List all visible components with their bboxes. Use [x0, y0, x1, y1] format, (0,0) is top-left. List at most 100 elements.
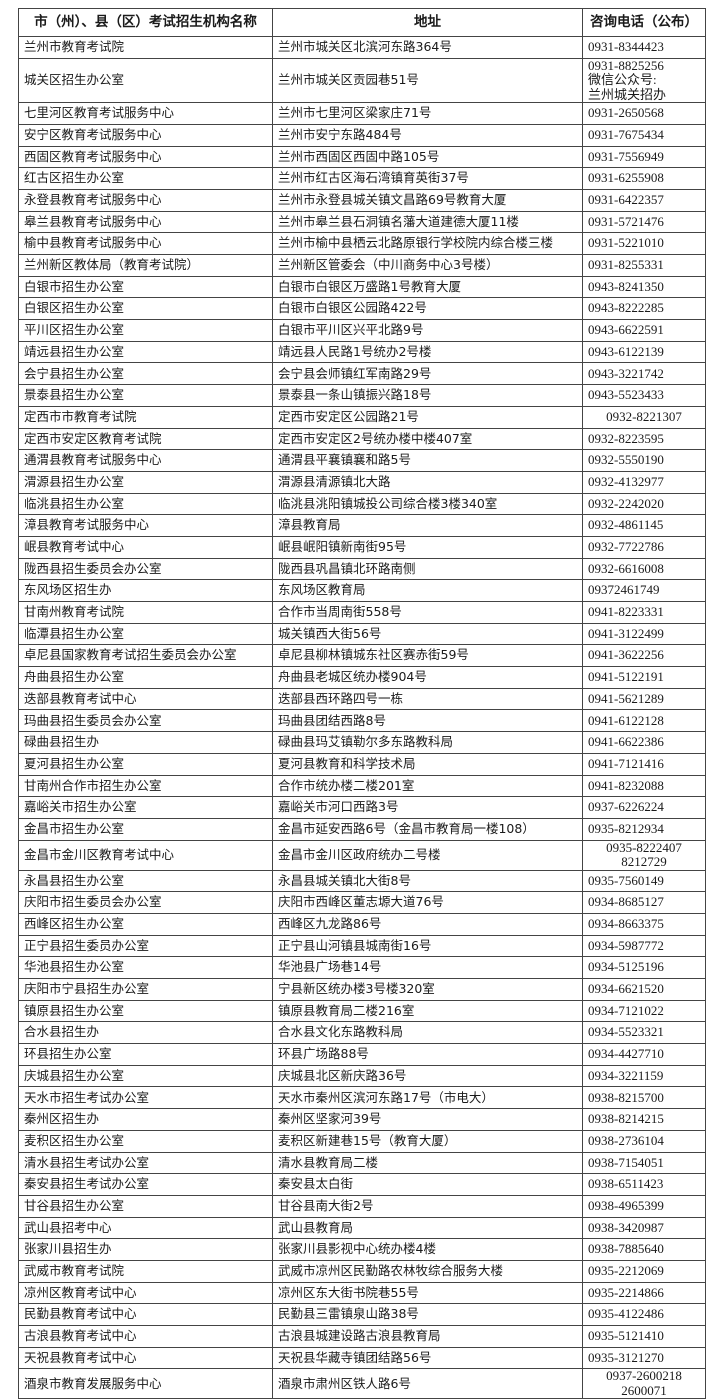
table-row: 白银区招生办公室 白银市白银区公园路422号 0943-8222285 [18, 297, 706, 321]
table-row: 东风场区招生办 东风场区教育局 09372461749 [18, 579, 706, 602]
phone-cell: 0943-6122139 [582, 340, 706, 364]
address-cell: 通渭县平襄镇襄和路5号 [272, 449, 583, 472]
table-row: 正宁县招生委员办公室 正宁县山河镇县城南街16号 0934-5987772 [18, 934, 706, 958]
institution-name-cell: 安宁区教育考试服务中心 [18, 123, 273, 147]
phone-cell: 0935-2214866 [582, 1281, 706, 1305]
institution-name-cell: 永昌县招生办公室 [18, 869, 273, 893]
phone-cell: 0934-4427710 [582, 1043, 706, 1066]
institution-name-cell: 镇原县招生办公室 [18, 999, 273, 1023]
table-row: 武山县招考中心 武山县教育局 0938-3420987 [18, 1216, 706, 1240]
phone-cell: 0935-8222407 8212729 [582, 839, 706, 871]
table-row: 西固区教育考试服务中心 兰州市西固区西固中路105号 0931-7556949 [18, 145, 706, 169]
table-row: 天水市招生考试办公室 天水市秦州区滨河东路17号（市电大） 0938-8215700 [18, 1086, 706, 1110]
table-row: 镇原县招生办公室 镇原县教育局二楼216室 0934-7121022 [18, 999, 706, 1023]
address-cell: 陇西县巩昌镇北环路南侧 [272, 557, 583, 581]
phone-cell: 0932-8221307 [582, 405, 706, 429]
institution-name-cell: 武威市教育考试院 [18, 1259, 273, 1283]
institution-name-cell: 西固区教育考试服务中心 [18, 145, 273, 169]
phone-cell: 0932-6616008 [582, 557, 706, 581]
address-cell: 环县广场路88号 [272, 1043, 583, 1066]
address-cell: 岷县岷阳镇新南街95号 [272, 535, 583, 559]
institution-name-cell: 甘谷县招生办公室 [18, 1194, 273, 1218]
address-cell: 正宁县山河镇县城南街16号 [272, 934, 583, 958]
institution-name-cell: 永登县教育考试服务中心 [18, 188, 273, 212]
address-cell: 西峰区九龙路86号 [272, 912, 583, 936]
institution-name-cell: 酒泉市教育发展服务中心 [18, 1368, 273, 1399]
institution-name-cell: 卓尼县国家教育考试招生委员会办公室 [18, 644, 273, 668]
institution-name-cell: 华池县招生办公室 [18, 956, 273, 979]
table-row: 靖远县招生办公室 靖远县人民路1号统办2号楼 0943-6122139 [18, 340, 706, 364]
address-cell: 碌曲县玛艾镇勒尔多东路教科局 [272, 731, 583, 754]
address-cell: 兰州市红古区海石湾镇育英街37号 [272, 167, 583, 190]
table-row: 碌曲县招生办 碌曲县玛艾镇勒尔多东路教科局 0941-6622386 [18, 731, 706, 754]
institution-name-cell: 白银市招生办公室 [18, 275, 273, 299]
header-address: 地址 [272, 8, 583, 37]
address-cell: 古浪县城建设路古浪县教育局 [272, 1325, 583, 1348]
table-row: 庆阳市招生委员会办公室 庆阳市西峰区董志塬大道76号 0934-8685127 [18, 891, 706, 914]
phone-cell: 0941-8223331 [582, 601, 706, 624]
table-row: 玛曲县招生委员会办公室 玛曲县团结西路8号 0941-6122128 [18, 709, 706, 733]
address-cell: 兰州市城关区北滨河东路364号 [272, 36, 583, 59]
exam-office-contact-table: 市（州）、县（区）考试招生机构名称 地址 咨询电话（公布） 兰州市教育考试院 兰州… [18, 8, 706, 1399]
phone-cell: 0932-8223595 [582, 427, 706, 451]
institution-name-cell: 古浪县教育考试中心 [18, 1325, 273, 1348]
address-cell: 兰州市城关区贡园巷51号 [272, 57, 583, 104]
phone-cell: 09372461749 [582, 579, 706, 602]
institution-name-cell: 陇西县招生委员会办公室 [18, 557, 273, 581]
table-row: 安宁区教育考试服务中心 兰州市安宁东路484号 0931-7675434 [18, 123, 706, 147]
table-row: 庆阳市宁县招生办公室 宁县新区统办楼3号楼320室 0934-6621520 [18, 978, 706, 1001]
table-row: 平川区招生办公室 白银市平川区兴平北路9号 0943-6622591 [18, 319, 706, 342]
address-cell: 靖远县人民路1号统办2号楼 [272, 340, 583, 364]
address-cell: 永昌县城关镇北大街8号 [272, 869, 583, 893]
table-row: 凉州区教育考试中心 凉州区东大街书院巷55号 0935-2214866 [18, 1281, 706, 1305]
address-cell: 嘉峪关市河口西路3号 [272, 796, 583, 819]
institution-name-cell: 会宁县招生办公室 [18, 362, 273, 386]
table-header-row: 市（州）、县（区）考试招生机构名称 地址 咨询电话（公布） [18, 8, 706, 37]
phone-cell: 0938-4965399 [582, 1194, 706, 1218]
table-row: 甘南州教育考试院 合作市当周南街558号 0941-8223331 [18, 601, 706, 624]
table-row: 红古区招生办公室 兰州市红古区海石湾镇育英街37号 0931-6255908 [18, 167, 706, 190]
table-row: 白银市招生办公室 白银市白银区万盛路1号教育大厦 0943-8241350 [18, 275, 706, 299]
address-cell: 兰州市七里河区梁家庄71号 [272, 102, 583, 125]
address-cell: 凉州区东大街书院巷55号 [272, 1281, 583, 1305]
table-row: 庆城县招生办公室 庆城县北区新庆路36号 0934-3221159 [18, 1064, 706, 1088]
table-row: 舟曲县招生办公室 舟曲县老城区统办楼904号 0941-5122191 [18, 666, 706, 689]
address-cell: 华池县广场巷14号 [272, 956, 583, 979]
institution-name-cell: 甘南州合作市招生办公室 [18, 774, 273, 798]
phone-cell: 0934-6621520 [582, 978, 706, 1001]
address-cell: 临洮县洮阳镇城投公司综合楼3楼340室 [272, 492, 583, 516]
institution-name-cell: 七里河区教育考试服务中心 [18, 102, 273, 125]
address-cell: 秦安县太白街 [272, 1173, 583, 1196]
phone-cell: 0943-8241350 [582, 275, 706, 299]
phone-cell: 0935-5121410 [582, 1325, 706, 1348]
address-cell: 渭源县清源镇北大路 [272, 470, 583, 494]
address-cell: 漳县教育局 [272, 514, 583, 537]
table-row: 华池县招生办公室 华池县广场巷14号 0934-5125196 [18, 956, 706, 979]
address-cell: 合作市统办楼二楼201室 [272, 774, 583, 798]
phone-cell: 0932-2242020 [582, 492, 706, 516]
institution-name-cell: 皋兰县教育考试服务中心 [18, 210, 273, 234]
table-row: 麦积区招生办公室 麦积区新建巷15号（教育大厦） 0938-2736104 [18, 1129, 706, 1153]
table-row: 清水县招生考试办公室 清水县教育局二楼 0938-7154051 [18, 1151, 706, 1175]
address-cell: 白银市白银区万盛路1号教育大厦 [272, 275, 583, 299]
institution-name-cell: 通渭县教育考试服务中心 [18, 449, 273, 472]
table-row: 榆中县教育考试服务中心 兰州市榆中县栖云北路原银行学校院内综合楼三楼 0931-52… [18, 232, 706, 255]
table-row: 民勤县教育考试中心 民勤县三雷镇泉山路38号 0935-4122486 [18, 1303, 706, 1326]
address-cell: 卓尼县柳林镇城东社区赛赤街59号 [272, 644, 583, 668]
phone-cell: 0943-5523433 [582, 384, 706, 407]
table-row: 城关区招生办公室 兰州市城关区贡园巷51号 0931-8825256 微信公众号: … [18, 57, 706, 104]
table-row: 会宁县招生办公室 会宁县会师镇红军南路29号 0943-3221742 [18, 362, 706, 386]
phone-cell: 0932-4132977 [582, 470, 706, 494]
phone-cell: 0941-8232088 [582, 774, 706, 798]
phone-cell: 0943-6622591 [582, 319, 706, 342]
address-cell: 庆城县北区新庆路36号 [272, 1064, 583, 1088]
phone-cell: 0935-2212069 [582, 1259, 706, 1283]
address-cell: 武山县教育局 [272, 1216, 583, 1240]
address-cell: 天祝县华藏寺镇团结路56号 [272, 1346, 583, 1370]
table-row: 漳县教育考试服务中心 漳县教育局 0932-4861145 [18, 514, 706, 537]
institution-name-cell: 漳县教育考试服务中心 [18, 514, 273, 537]
table-row: 通渭县教育考试服务中心 通渭县平襄镇襄和路5号 0932-5550190 [18, 449, 706, 472]
institution-name-cell: 城关区招生办公室 [18, 57, 273, 104]
address-cell: 民勤县三雷镇泉山路38号 [272, 1303, 583, 1326]
table-row: 迭部县教育考试中心 迭部县西环路四号一栋 0941-5621289 [18, 687, 706, 711]
